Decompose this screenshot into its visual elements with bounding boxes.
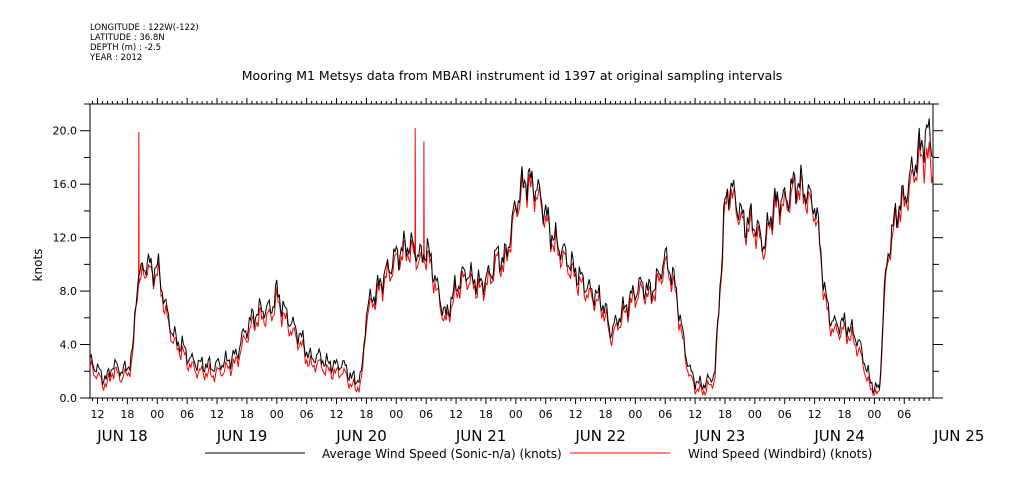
x-tick-label: 06 xyxy=(658,408,672,421)
x-day-label: JUN 25 xyxy=(933,427,984,445)
x-tick-label: 06 xyxy=(539,408,553,421)
x-tick-label: 18 xyxy=(120,408,134,421)
x-tick-label: 00 xyxy=(867,408,881,421)
x-tick-label: 00 xyxy=(270,408,284,421)
x-tick-label: 12 xyxy=(449,408,463,421)
x-tick-label: 12 xyxy=(210,408,224,421)
y-tick-labels: 0.0 4.0 8.0 12.0 16.0 20.0 xyxy=(53,125,78,405)
legend: Average Wind Speed (Sonic-n/a) (knots) W… xyxy=(205,447,872,461)
x-tick-label: 12 xyxy=(808,408,822,421)
y-tick-label: 16.0 xyxy=(53,178,78,191)
x-day-label: JUN 22 xyxy=(574,427,625,445)
x-tick-label: 00 xyxy=(628,408,642,421)
x-tick-label: 18 xyxy=(598,408,612,421)
x-tick-label: 12 xyxy=(688,408,702,421)
series-lines xyxy=(90,118,933,397)
x-tick-label: 06 xyxy=(419,408,433,421)
series-line-windbird-wind-speed xyxy=(90,128,933,397)
x-tick-label: 00 xyxy=(150,408,164,421)
x-tick-label: 06 xyxy=(778,408,792,421)
x-tick-label: 18 xyxy=(240,408,254,421)
x-day-label: JUN 23 xyxy=(694,427,745,445)
y-tick-label: 4.0 xyxy=(60,339,78,352)
x-tick-label: 12 xyxy=(569,408,583,421)
y-tick-label: 8.0 xyxy=(60,285,78,298)
x-tick-label: 06 xyxy=(180,408,194,421)
x-day-label: JUN 19 xyxy=(216,427,267,445)
x-day-labels: JUN 18 JUN 19 JUN 20 JUN 21 JUN 22 JUN 23 JUN … xyxy=(96,427,984,445)
chart-title: Mooring M1 Metsys data from MBARI instru… xyxy=(242,68,783,83)
x-tick-label: 06 xyxy=(897,408,911,421)
y-tick-label: 20.0 xyxy=(53,125,78,138)
x-tick-label: 00 xyxy=(389,408,403,421)
y-axis-label: knots xyxy=(31,249,45,282)
legend-label-windbird: Wind Speed (Windbird) (knots) xyxy=(688,447,872,461)
x-tick-label: 18 xyxy=(359,408,373,421)
y-tick-label: 0.0 xyxy=(60,392,78,405)
header-year: YEAR : 2012 xyxy=(89,53,142,63)
x-day-label: JUN 21 xyxy=(455,427,506,445)
header-latitude: LATITUDE : 36.8N xyxy=(90,33,165,43)
x-tick-label: 06 xyxy=(300,408,314,421)
x-tick-label: 12 xyxy=(330,408,344,421)
series-line-average-wind-speed xyxy=(90,118,933,394)
x-tick-label: 18 xyxy=(838,408,852,421)
header-longitude: LONGITUDE : 122W(-122) xyxy=(90,23,199,33)
header-block: LONGITUDE : 122W(-122) LATITUDE : 36.8N … xyxy=(89,23,199,63)
x-tick-label: 18 xyxy=(718,408,732,421)
plot-frame xyxy=(89,103,934,399)
x-day-label: JUN 24 xyxy=(813,427,864,445)
axis-ticks xyxy=(80,98,943,404)
x-tick-label: 12 xyxy=(91,408,105,421)
x-day-label: JUN 18 xyxy=(96,427,147,445)
x-tick-label: 00 xyxy=(748,408,762,421)
header-depth: DEPTH (m) : -2.5 xyxy=(90,43,161,53)
x-day-label: JUN 20 xyxy=(335,427,386,445)
y-tick-label: 12.0 xyxy=(53,232,78,245)
x-tick-label: 00 xyxy=(509,408,523,421)
x-tick-labels: 12 18 00 06 12 18 00 06 12 18 00 06 12 18 00 06 12 18 00 06… xyxy=(91,408,912,421)
x-tick-label: 18 xyxy=(479,408,493,421)
legend-label-average: Average Wind Speed (Sonic-n/a) (knots) xyxy=(322,447,562,461)
